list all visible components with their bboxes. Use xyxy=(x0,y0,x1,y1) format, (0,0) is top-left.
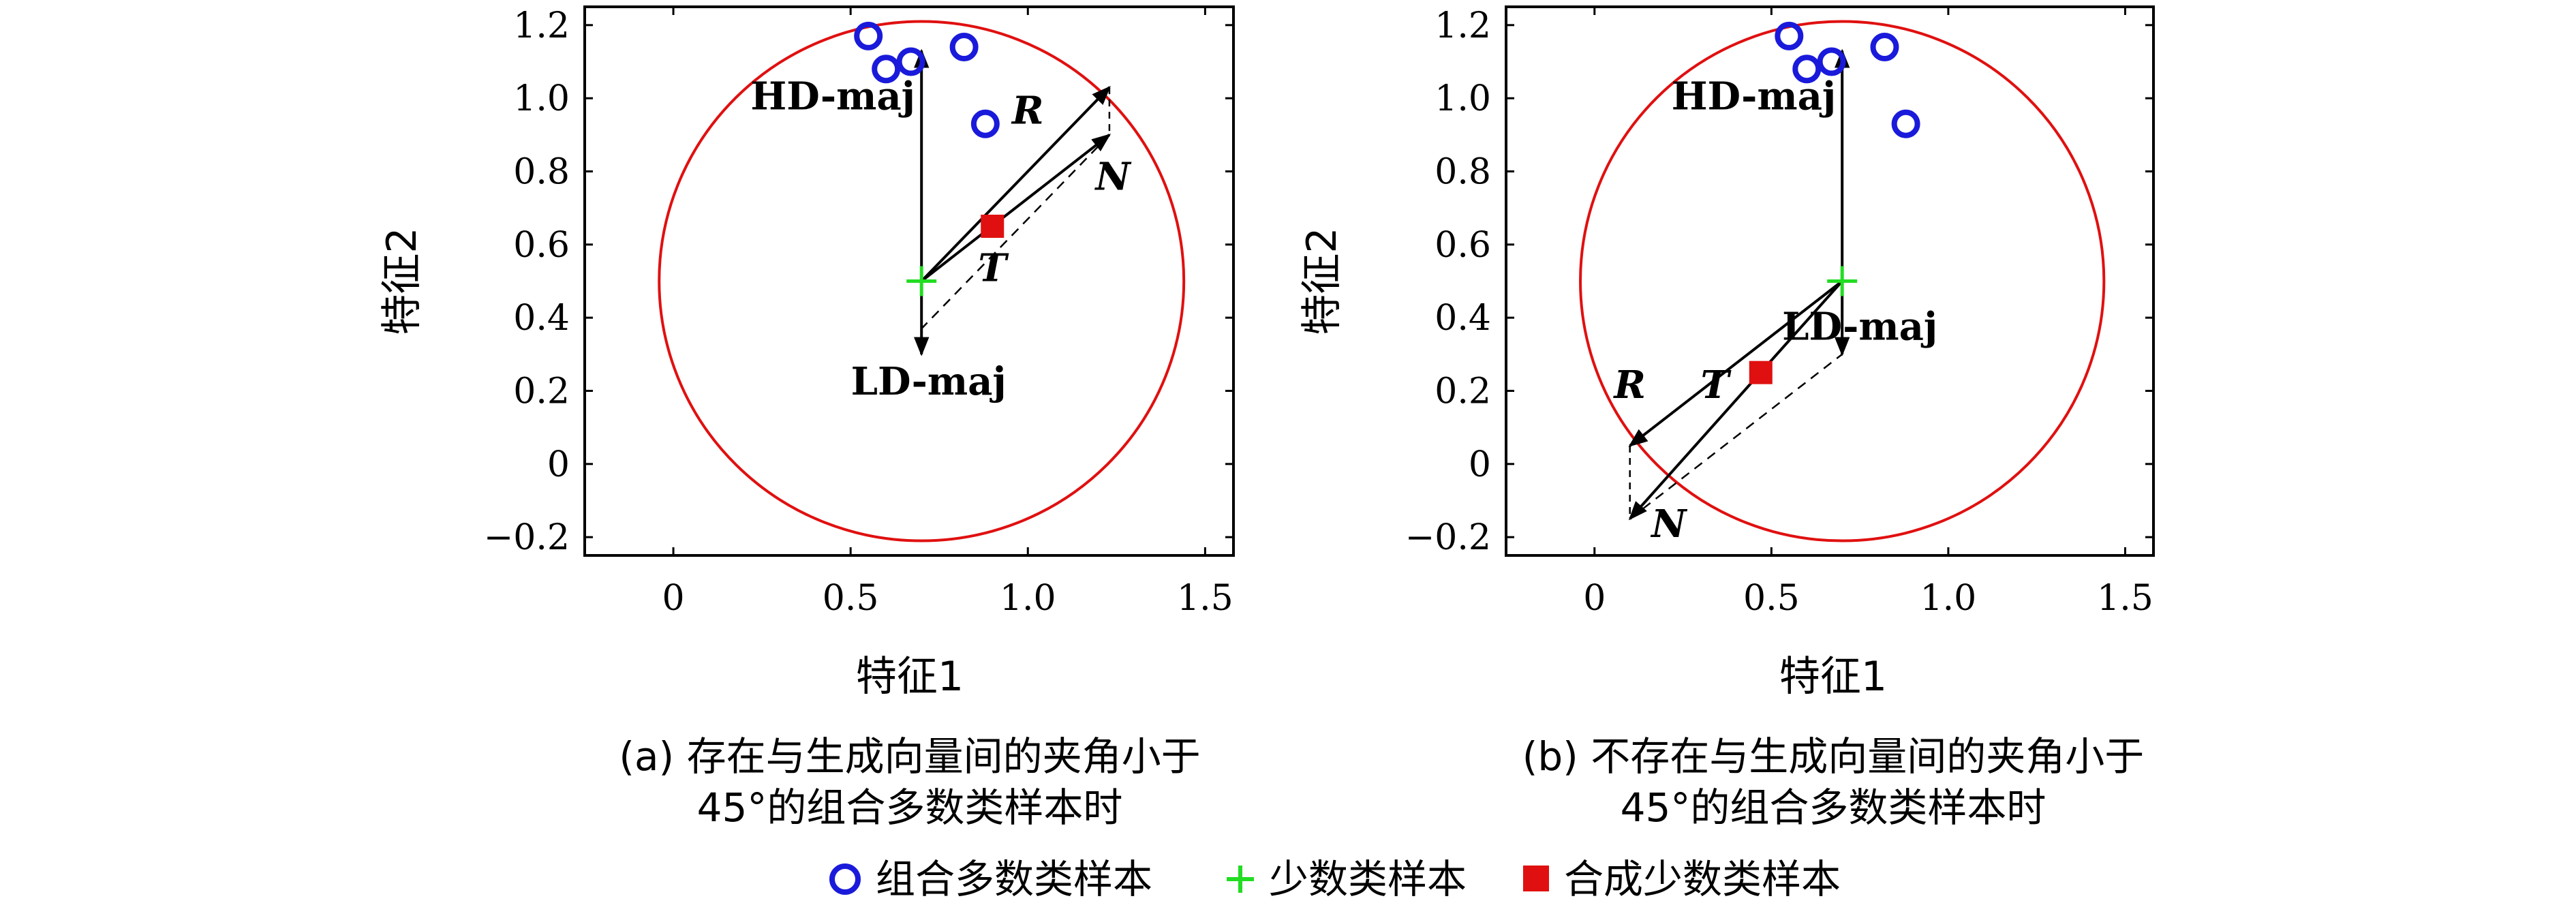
legend-minority-label: 少数类样本 xyxy=(1269,856,1467,902)
neighborhood-circle xyxy=(658,20,1186,542)
y-tick-label: 1.2 xyxy=(513,5,570,46)
y-axis-label: 特征2 xyxy=(378,227,426,335)
vector-label: N xyxy=(1094,154,1132,199)
y-tick-label: 0.6 xyxy=(1435,225,1491,266)
vector-label: LD-maj xyxy=(851,359,1007,404)
majority-sample-marker xyxy=(854,21,883,50)
y-tick-label: 0.2 xyxy=(1435,371,1491,412)
synthetic-sample-marker xyxy=(981,215,1005,238)
minority-sample-marker xyxy=(1827,266,1858,296)
x-tick-label: 1.5 xyxy=(1177,578,1233,619)
y-tick-label: −0.2 xyxy=(1405,517,1491,558)
legend-synthetic-marker xyxy=(1523,866,1549,891)
majority-sample-marker xyxy=(1792,55,1822,84)
x-tick-label: 1.0 xyxy=(1000,578,1056,619)
vector-arrow xyxy=(1628,279,1843,447)
t-label: T xyxy=(1700,363,1732,408)
majority-sample-marker xyxy=(1775,21,1804,50)
vector-arrow xyxy=(1628,280,1843,521)
y-tick-label: −0.2 xyxy=(484,517,570,558)
y-tick-label: 1.2 xyxy=(1435,5,1491,46)
y-tick-label: 0 xyxy=(1469,444,1491,485)
y-tick-label: 1.0 xyxy=(1435,78,1491,119)
synthetic-sample-marker xyxy=(1749,361,1773,384)
x-tick-label: 0.5 xyxy=(823,578,879,619)
x-axis-label: 特征1 xyxy=(856,653,964,701)
t-label: T xyxy=(978,246,1009,291)
dashed-parallel-line xyxy=(921,134,1110,330)
majority-sample-marker xyxy=(970,109,1000,138)
legend-minority-marker xyxy=(1227,866,1254,893)
majority-sample-marker xyxy=(1870,33,1899,62)
majority-sample-marker xyxy=(872,55,901,84)
dashed-parallel-line xyxy=(1629,353,1843,520)
x-tick-label: 0 xyxy=(1583,578,1606,619)
majority-sample-marker xyxy=(896,47,925,76)
y-tick-label: 0.4 xyxy=(513,298,570,339)
x-tick-label: 0.5 xyxy=(1743,578,1800,619)
vector-label: N xyxy=(1650,502,1687,547)
legend-synthetic-label: 合成少数类样本 xyxy=(1564,856,1841,902)
minority-sample-marker xyxy=(906,266,937,296)
y-axis-label: 特征2 xyxy=(1298,227,1346,335)
y-tick-label: 0.2 xyxy=(513,371,570,412)
x-tick-label: 0 xyxy=(662,578,685,619)
y-tick-label: 0.8 xyxy=(513,152,570,193)
vector-label: LD-maj xyxy=(1782,304,1937,349)
y-tick-label: 0.8 xyxy=(1435,152,1491,193)
x-tick-label: 1.0 xyxy=(1920,578,1977,619)
legend-majority-marker xyxy=(829,863,861,895)
neighborhood-circle xyxy=(1579,20,2106,542)
vector-label: R xyxy=(1011,89,1044,134)
panel-a-chart: 0 0.5 1.0 1.51.21.00.80.60.40.20−0.2特征1特征2H… xyxy=(378,5,1235,701)
legend-majority-label: 组合多数类样本 xyxy=(876,856,1152,902)
vector-arrow xyxy=(920,134,1111,283)
y-tick-label: 0 xyxy=(547,444,570,485)
y-tick-label: 0.4 xyxy=(1435,298,1491,339)
majority-sample-marker xyxy=(1891,109,1920,138)
caption-b-line2: 45°的组合多数类样本时 xyxy=(1621,784,2046,831)
x-tick-label: 1.5 xyxy=(2097,578,2153,619)
majority-sample-marker xyxy=(1817,47,1846,76)
majority-sample-marker xyxy=(949,33,979,62)
caption-a-line1: (a) 存在与生成向量间的夹角小于 xyxy=(619,733,1200,780)
legend: 组合多数类样本 少数类样本 合成少数类样本 xyxy=(829,856,1841,902)
vector-label: R xyxy=(1612,363,1646,408)
y-tick-label: 1.0 xyxy=(513,78,570,119)
caption-a-line2: 45°的组合多数类样本时 xyxy=(697,784,1123,831)
x-axis-label: 特征1 xyxy=(1779,653,1887,701)
vector-arrow xyxy=(920,86,1111,282)
y-tick-label: 0.6 xyxy=(513,225,570,266)
caption-b-line1: (b) 不存在与生成向量间的夹角小于 xyxy=(1522,733,2145,780)
plot-frame xyxy=(583,5,1235,557)
plot-frame xyxy=(1505,5,2155,557)
panel-b-chart: 0 0.5 1.0 1.51.21.00.80.60.40.20−0.2特征1特征2H… xyxy=(1298,5,2155,701)
